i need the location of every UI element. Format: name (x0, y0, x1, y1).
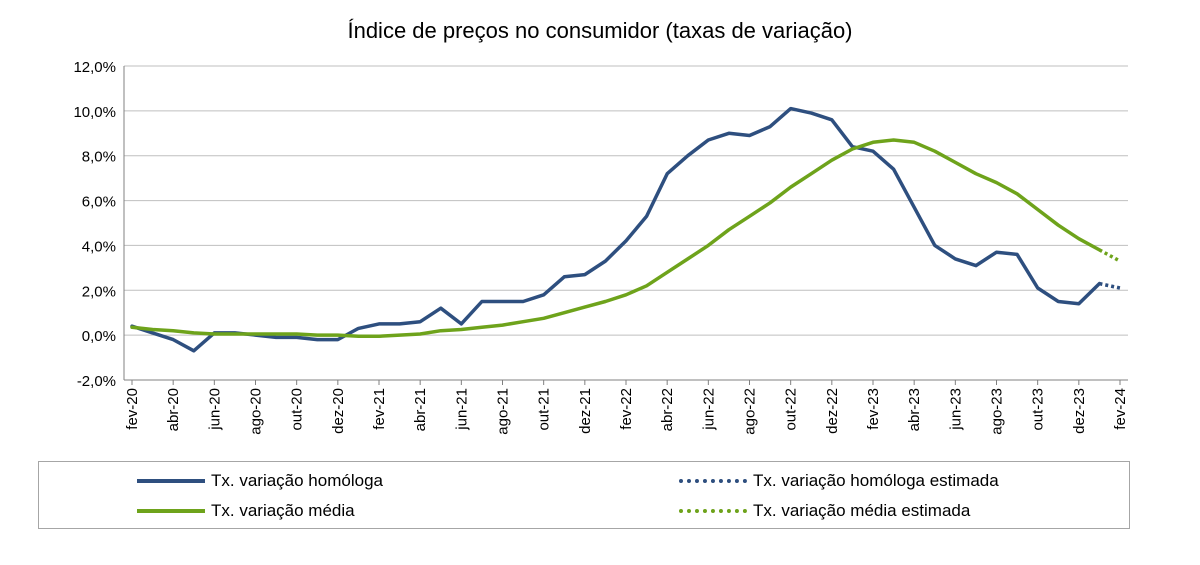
legend-label: Tx. variação média estimada (753, 501, 971, 520)
x-tick-label: dez-23 (1071, 388, 1088, 434)
series-line (130, 138, 1102, 339)
series-line (130, 106, 1102, 353)
plot-area: -2,0% 0,0% 2,0% 4,0% 6,0% 8,0% 10,0% 12,0% fev-… (73, 59, 1129, 435)
x-tick-label: abr-21 (412, 388, 429, 431)
x-tick-label: ago-22 (742, 388, 759, 435)
x-tick-label: abr-23 (906, 388, 923, 431)
y-tick-label: 10,0% (73, 104, 116, 121)
x-tick-label: fev-22 (618, 388, 635, 430)
x-tick-label: out-22 (783, 388, 800, 431)
x-tick-label: fev-20 (124, 388, 141, 430)
x-tick-label: dez-20 (330, 388, 347, 434)
x-tick-label: jun-23 (947, 388, 964, 431)
legend-item-homologa: Tx. variação homóloga (137, 471, 383, 491)
x-tick-label: dez-22 (824, 388, 841, 434)
legend-label: Tx. variação média (211, 501, 355, 520)
series-lines (130, 106, 1121, 353)
chart-title: Índice de preços no consumidor (taxas de… (347, 18, 853, 43)
x-tick-label: jun-21 (453, 388, 470, 431)
y-tick-label: 12,0% (73, 59, 116, 76)
x-tick-label: out-20 (289, 388, 306, 431)
x-tick-label: fev-21 (371, 388, 388, 430)
x-tick-label: jun-20 (206, 388, 223, 431)
y-tick-label: -2,0% (77, 373, 116, 390)
legend-item-homologa-estimada: Tx. variação homóloga estimada (679, 471, 999, 491)
x-tick-label: ago-21 (495, 388, 512, 435)
y-tick-label: 0,0% (82, 328, 116, 345)
series-line (1098, 248, 1121, 263)
y-axis-ticks: -2,0% 0,0% 2,0% 4,0% 6,0% 8,0% 10,0% 12,0% (73, 59, 116, 390)
y-tick-label: 2,0% (82, 283, 116, 300)
y-tick-label: 6,0% (82, 194, 116, 211)
legend-swatch-homologa (137, 479, 205, 483)
legend-swatch-media-estimada (679, 509, 747, 513)
x-tick-label: fev-23 (865, 388, 882, 430)
legend-swatch-homologa-estimada (679, 479, 747, 483)
y-tick-label: 8,0% (82, 149, 116, 166)
legend-swatch-media (137, 509, 205, 513)
x-tick-label: ago-23 (989, 388, 1006, 435)
legend-label: Tx. variação homóloga (211, 471, 383, 490)
legend: Tx. variação homóloga Tx. variação homól… (38, 461, 1130, 529)
series-line (1099, 281, 1121, 290)
legend-label: Tx. variação homóloga estimada (753, 471, 999, 490)
x-tick-label: out-21 (536, 388, 553, 431)
x-tick-label: fev-24 (1112, 388, 1129, 430)
legend-item-media-estimada: Tx. variação média estimada (679, 501, 970, 521)
y-tick-label: 4,0% (82, 238, 116, 255)
x-tick-label: ago-20 (248, 388, 265, 435)
x-tick-label: abr-20 (165, 388, 182, 431)
x-tick-label: out-23 (1030, 388, 1047, 431)
x-axis-ticks: fev-20 abr-20 jun-20 ago-20 out-20 dez-20 fev-… (124, 380, 1129, 435)
x-tick-label: jun-22 (700, 388, 717, 431)
x-tick-label: dez-21 (577, 388, 594, 434)
legend-item-media: Tx. variação média (137, 501, 355, 521)
x-tick-label: abr-22 (659, 388, 676, 431)
